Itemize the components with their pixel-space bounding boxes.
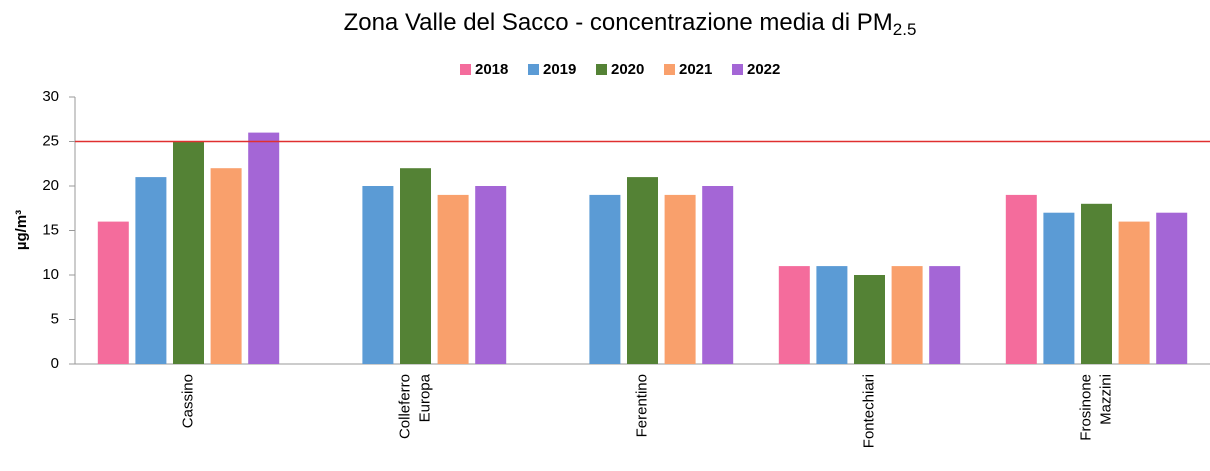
x-tick-label: Ferentino bbox=[633, 374, 650, 437]
legend-label: 2021 bbox=[679, 61, 712, 78]
legend-swatch bbox=[664, 64, 675, 75]
bar bbox=[97, 221, 129, 364]
bar bbox=[1118, 221, 1150, 364]
legend-swatch bbox=[528, 64, 539, 75]
bar bbox=[437, 194, 469, 364]
bar bbox=[816, 266, 848, 364]
x-tick-label: Fontechiari bbox=[860, 374, 877, 448]
y-tick-label: 0 bbox=[51, 355, 59, 372]
y-tick-label: 25 bbox=[42, 132, 59, 149]
bar bbox=[362, 186, 394, 364]
title-subscript: 2.5 bbox=[893, 20, 917, 39]
bar bbox=[1156, 212, 1188, 364]
legend-swatch bbox=[460, 64, 471, 75]
y-tick-label: 10 bbox=[42, 266, 59, 283]
legend-swatch bbox=[596, 64, 607, 75]
bar bbox=[589, 194, 621, 364]
bar bbox=[173, 141, 204, 364]
chart-title: Zona Valle del Sacco - concentrazione me… bbox=[344, 9, 917, 39]
legend-label: 2019 bbox=[543, 61, 576, 78]
y-tick-label: 15 bbox=[42, 221, 59, 238]
title-main: Zona Valle del Sacco - concentrazione me… bbox=[344, 9, 893, 36]
legend-label: 2018 bbox=[475, 61, 508, 78]
bar bbox=[400, 168, 431, 364]
bar bbox=[627, 177, 658, 364]
x-tick-label: Frosinone bbox=[1077, 374, 1094, 441]
bar bbox=[1081, 203, 1112, 364]
bar bbox=[891, 266, 923, 364]
legend-label: 2020 bbox=[611, 61, 644, 78]
bar bbox=[475, 186, 507, 364]
x-tick-label: Mazzini bbox=[1097, 374, 1114, 425]
bar bbox=[248, 132, 280, 364]
y-tick-label: 20 bbox=[42, 177, 59, 194]
y-tick-label: 5 bbox=[51, 310, 59, 327]
bar bbox=[1043, 212, 1075, 364]
y-tick-label: 30 bbox=[42, 88, 59, 105]
bar bbox=[702, 186, 734, 364]
x-tick-label: Cassino bbox=[179, 374, 196, 428]
x-tick-label: Colleferro bbox=[396, 374, 413, 439]
bar bbox=[664, 194, 696, 364]
legend-label: 2022 bbox=[747, 61, 780, 78]
legend-swatch bbox=[732, 64, 743, 75]
y-axis-label: µg/m³ bbox=[13, 210, 30, 250]
bar bbox=[854, 275, 885, 364]
bar bbox=[929, 266, 961, 364]
x-tick-label: Europa bbox=[416, 373, 433, 422]
bar bbox=[1005, 194, 1037, 364]
bar bbox=[210, 168, 242, 364]
bar bbox=[135, 177, 167, 364]
bar bbox=[778, 266, 810, 364]
